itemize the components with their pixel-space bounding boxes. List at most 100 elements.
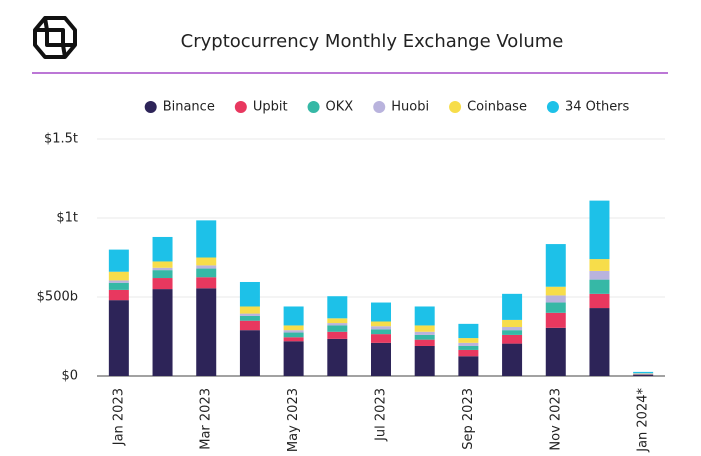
y-tick-label: $1t bbox=[56, 211, 78, 226]
legend-swatch bbox=[307, 101, 320, 113]
bar-segment bbox=[502, 343, 523, 376]
bar-segment bbox=[283, 325, 304, 331]
bar-segment bbox=[414, 345, 435, 376]
legend-swatch bbox=[546, 101, 559, 113]
bar-segment bbox=[283, 332, 304, 338]
bar-segment bbox=[371, 329, 391, 335]
x-tick-label: Mar 2023 bbox=[199, 388, 214, 450]
bar-segment bbox=[283, 330, 304, 333]
legend-label: 34 Others bbox=[565, 100, 630, 115]
bar-segment bbox=[458, 356, 479, 376]
bar-segment bbox=[371, 302, 391, 322]
bar-segment bbox=[196, 265, 217, 269]
legend: Binance Upbit OKX Huobi Coinbase 34 Others bbox=[144, 100, 630, 115]
bar-segment bbox=[633, 374, 654, 376]
bar-segment bbox=[108, 249, 129, 272]
bar-segment bbox=[545, 244, 566, 287]
bar-segment bbox=[371, 334, 391, 343]
y-tick-label: $0 bbox=[61, 369, 78, 384]
legend-swatch bbox=[373, 101, 386, 113]
bar-segment bbox=[108, 271, 129, 281]
bar-segment bbox=[239, 306, 260, 314]
bar-segment bbox=[152, 278, 173, 290]
bar-segment bbox=[502, 319, 523, 328]
bar-segment bbox=[633, 371, 654, 374]
bar-segment bbox=[196, 277, 217, 289]
logo bbox=[33, 16, 77, 59]
bar-segment bbox=[502, 327, 523, 331]
bar-segment bbox=[108, 282, 129, 290]
bar-segment bbox=[196, 268, 217, 278]
x-tick-label: Jan 2024* bbox=[636, 388, 651, 453]
x-tick-label: Nov 2023 bbox=[548, 388, 563, 451]
bar-segment bbox=[327, 323, 348, 326]
bar-segment bbox=[239, 315, 260, 321]
bar-segment bbox=[152, 270, 173, 279]
bar-segment bbox=[239, 281, 260, 307]
bar-segment bbox=[458, 349, 479, 357]
bar-segment bbox=[545, 327, 566, 376]
bar-segment bbox=[414, 334, 435, 340]
bar-segment bbox=[152, 267, 173, 271]
bar-segment bbox=[196, 288, 217, 376]
legend-label: Huobi bbox=[391, 100, 429, 115]
bar-segment bbox=[545, 302, 566, 313]
legend-label: OKX bbox=[326, 100, 354, 115]
bar-segment bbox=[327, 325, 348, 332]
bar-segment bbox=[502, 334, 523, 344]
bar-segment bbox=[327, 331, 348, 339]
x-tick-label: Sep 2023 bbox=[461, 388, 476, 450]
legend-swatch bbox=[234, 101, 247, 113]
bar-segment bbox=[371, 342, 391, 376]
bar-segment bbox=[458, 345, 479, 350]
bar-segment bbox=[108, 289, 129, 301]
bar-segment bbox=[108, 280, 129, 283]
legend-swatch bbox=[144, 101, 157, 113]
bar-segment bbox=[545, 286, 566, 296]
bar-segment bbox=[239, 313, 260, 316]
chart-title: Cryptocurrency Monthly Exchange Volume bbox=[181, 31, 564, 52]
bar-segment bbox=[239, 320, 260, 331]
legend-label: Binance bbox=[163, 100, 215, 115]
bar-segment bbox=[283, 337, 304, 342]
bar-segment bbox=[414, 325, 435, 332]
bar-segment bbox=[108, 300, 129, 376]
y-tick-label: $1.5t bbox=[44, 132, 78, 147]
bar-segment bbox=[152, 289, 173, 376]
bar-segment bbox=[283, 306, 304, 326]
x-tick-label: Jul 2023 bbox=[374, 388, 389, 442]
bar-segment bbox=[458, 342, 479, 346]
bar-segment bbox=[414, 331, 435, 335]
legend-label: Upbit bbox=[253, 100, 288, 115]
bar-segment bbox=[458, 338, 479, 343]
bar-segment bbox=[196, 220, 217, 258]
bar-segment bbox=[414, 339, 435, 346]
bar-segment bbox=[589, 308, 610, 376]
bar-segment bbox=[239, 330, 260, 376]
bar-segment bbox=[371, 326, 391, 330]
y-tick-label: $500b bbox=[37, 290, 78, 305]
bar-segment bbox=[545, 312, 566, 328]
x-tick-label: May 2023 bbox=[286, 388, 301, 452]
bar-segment bbox=[589, 270, 610, 280]
bar-segment bbox=[545, 295, 566, 303]
bar-segment bbox=[589, 293, 610, 309]
bar-segment bbox=[371, 321, 391, 327]
bar-segment bbox=[152, 236, 173, 262]
bar-segment bbox=[327, 296, 348, 319]
bar-segment bbox=[152, 261, 173, 268]
bar-segment bbox=[502, 330, 523, 335]
bar-segment bbox=[458, 323, 479, 339]
bar-segment bbox=[502, 293, 523, 320]
bar-segment bbox=[327, 338, 348, 376]
bar-segment bbox=[589, 279, 610, 294]
x-tick-label: Jan 2023 bbox=[111, 388, 126, 446]
bar-segment bbox=[589, 200, 610, 260]
bar-segment bbox=[283, 341, 304, 376]
bar-segment bbox=[327, 318, 348, 324]
legend-label: Coinbase bbox=[467, 100, 527, 115]
legend-swatch bbox=[449, 101, 462, 113]
bar-segment bbox=[196, 257, 217, 266]
bar-segment bbox=[589, 259, 610, 271]
